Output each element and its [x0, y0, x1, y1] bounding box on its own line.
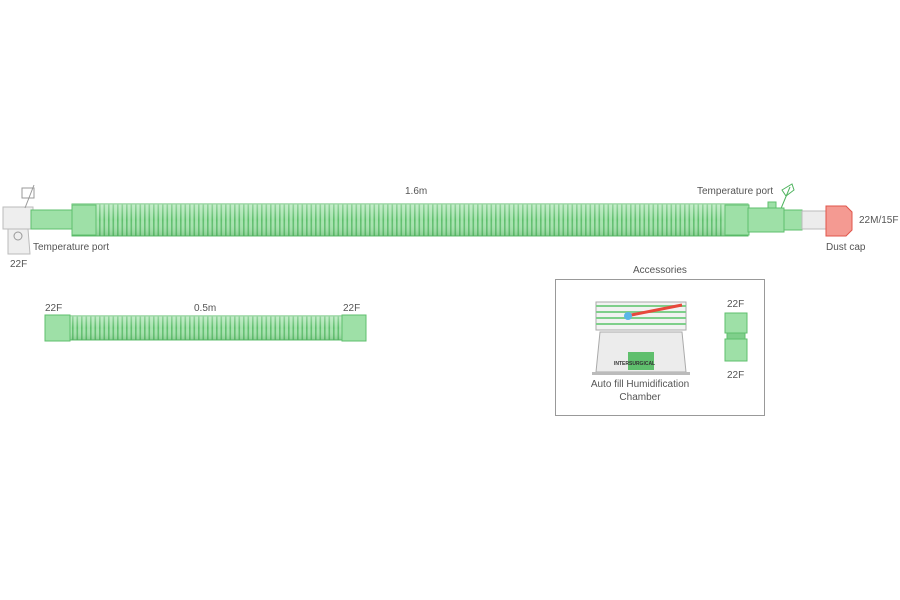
- extension-left-cuff: [44, 314, 71, 342]
- extension-left-label: 22F: [45, 303, 62, 314]
- connector-bottom-label: 22F: [727, 370, 744, 381]
- left-end-label: 22F: [10, 259, 27, 270]
- accessories-title: Accessories: [633, 265, 687, 276]
- chamber-label-line1: Auto fill Humidification: [591, 379, 689, 390]
- left-elbow-connector: [2, 206, 34, 255]
- humidification-chamber-image: INTERSURGICAL: [592, 301, 690, 375]
- chamber-label-line2: Chamber: [619, 392, 661, 403]
- connector-22f-image: [724, 312, 748, 362]
- grey-connector: [801, 210, 827, 230]
- connector-top-label: 22F: [727, 299, 744, 310]
- main-length-label: 1.6m: [405, 186, 427, 197]
- dust-cap: [825, 205, 853, 237]
- chamber-brand-logo: INTERSURGICAL: [614, 361, 655, 367]
- extension-length-label: 0.5m: [194, 303, 216, 314]
- right-temperature-port-label: Temperature port: [697, 186, 773, 197]
- left-cuff: [30, 209, 74, 230]
- left-temperature-port-label: Temperature port: [33, 242, 109, 253]
- right-end-label: 22M/15F: [859, 215, 898, 226]
- dust-cap-label: Dust cap: [826, 242, 866, 253]
- main-circuit-tube: [2, 183, 853, 255]
- extension-tube: [44, 314, 367, 342]
- extension-right-cuff: [341, 314, 367, 342]
- extension-right-label: 22F: [343, 303, 360, 314]
- left-temperature-port-icon: [21, 184, 35, 209]
